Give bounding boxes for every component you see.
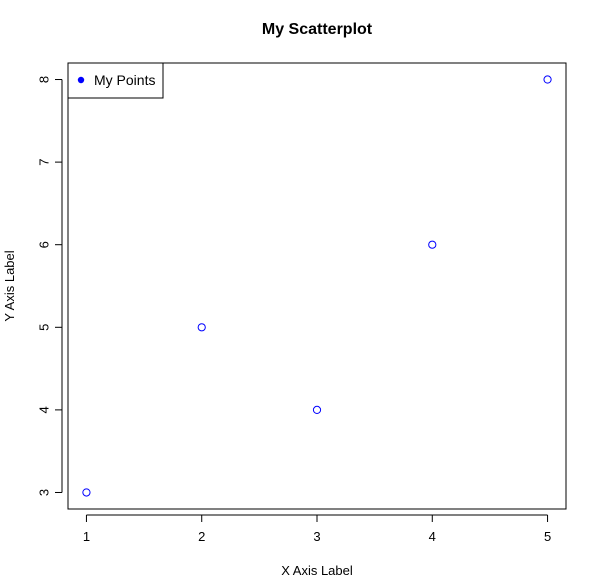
y-axis-label: Y Axis Label	[2, 250, 17, 321]
legend-label: My Points	[94, 72, 155, 88]
legend-marker	[77, 76, 85, 84]
data-point	[197, 323, 206, 332]
plot-area-border	[67, 62, 567, 510]
y-tick-label: 6	[37, 241, 52, 248]
y-tick-label: 3	[37, 489, 52, 496]
y-tick-label: 7	[37, 158, 52, 165]
legend: My Points	[67, 62, 164, 99]
chart-title: My Scatterplot	[262, 21, 373, 38]
x-tick-label: 5	[544, 529, 551, 544]
x-axis-label: X Axis Label	[281, 563, 353, 578]
data-point	[312, 405, 322, 414]
x-axis: 1 2 3 4 5	[83, 514, 551, 544]
data-point	[543, 75, 552, 84]
x-tick-label: 1	[83, 529, 90, 544]
x-tick-label: 3	[313, 529, 320, 544]
data-points	[82, 75, 552, 497]
y-tick-label: 8	[37, 76, 52, 83]
y-axis: 3 4 5 6 7 8	[37, 76, 63, 496]
x-tick-label: 4	[429, 529, 436, 544]
y-tick-label: 4	[37, 406, 52, 413]
y-tick-label: 5	[37, 324, 52, 331]
data-point	[82, 488, 91, 497]
x-tick-label: 2	[198, 529, 205, 544]
data-point	[428, 240, 437, 249]
